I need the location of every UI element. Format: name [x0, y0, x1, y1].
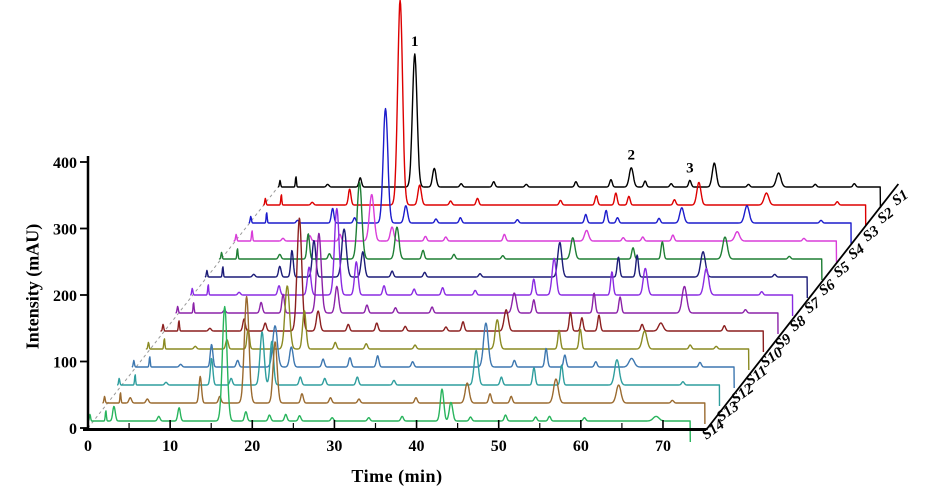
series-label-S3: S3	[860, 223, 883, 246]
x-axis-title: Time (min)	[351, 466, 443, 486]
x-tick-label: 40	[409, 438, 425, 455]
series-label-S8: S8	[787, 313, 810, 336]
peak-label-3: 3	[686, 160, 694, 176]
y-tick-label: 400	[53, 155, 77, 172]
x-tick-label: 20	[244, 438, 260, 455]
trace-S3	[248, 107, 852, 245]
peak-label-2: 2	[628, 148, 636, 164]
trace-S9	[160, 217, 765, 353]
trace-S11	[131, 322, 735, 389]
x-tick-label: 0	[84, 438, 92, 455]
x-tick-label: 10	[162, 438, 178, 455]
peak-label-1: 1	[411, 34, 419, 50]
series-label-S2: S2	[875, 205, 898, 228]
trace-S13	[101, 295, 706, 425]
trace-S12	[116, 331, 721, 407]
trace-S2	[262, 0, 867, 227]
y-tick-label: 100	[53, 355, 77, 372]
trace-S8	[175, 232, 779, 335]
trace-S7	[189, 207, 794, 317]
y-tick-label: 200	[53, 288, 77, 305]
series-label-S6: S6	[816, 277, 839, 300]
trace-S5	[218, 182, 823, 281]
series-label-S5: S5	[831, 259, 854, 282]
series-label-S4: S4	[845, 241, 868, 264]
trace-S14	[87, 305, 691, 443]
trace-S1	[277, 53, 882, 209]
depth-axis-right	[705, 183, 900, 431]
x-tick-label: 30	[326, 438, 342, 455]
x-tick-label: 60	[573, 438, 589, 455]
x-tick-label: 70	[655, 438, 671, 455]
y-tick-label: 300	[53, 222, 77, 239]
series-label-S1: S1	[889, 187, 911, 209]
series-label-S7: S7	[802, 295, 825, 318]
trace-S10	[145, 285, 750, 371]
y-tick-label: 0	[69, 421, 77, 438]
y-axis-title: Intensity (mAU)	[22, 223, 43, 350]
x-tick-label: 50	[491, 438, 507, 455]
